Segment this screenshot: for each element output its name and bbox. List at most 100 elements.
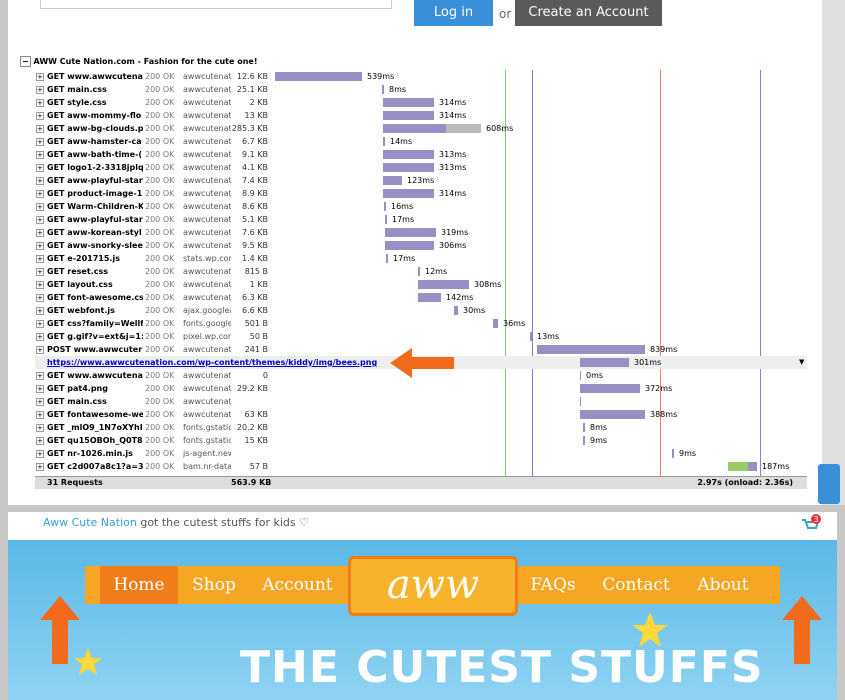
status: 200 OK <box>145 150 175 159</box>
login-button[interactable]: Log in <box>414 0 493 26</box>
request-row[interactable]: + GET aww-playful-star 200 OK awwcutenati 7.… <box>35 174 807 187</box>
request-row[interactable]: + GET www.awwcutenati 200 OK awwcutenati 0 0m… <box>35 369 807 382</box>
input[interactable] <box>40 0 392 9</box>
request-row[interactable]: + GET layout.css 200 OK awwcutenati 1 KB 308m… <box>35 278 807 291</box>
headline: THE CUTEST STUFFS <box>240 642 764 693</box>
duration: 12ms <box>425 267 448 276</box>
request-name: GET aww-bath-time-( <box>47 150 143 159</box>
bar <box>383 98 434 107</box>
bar <box>580 358 629 367</box>
bar <box>382 85 384 94</box>
status: 200 OK <box>145 345 175 354</box>
expand: + <box>36 372 44 380</box>
request-row[interactable]: + GET g.gif?v=ext&j=1: 200 OK pixel.wp.com 5… <box>35 330 807 343</box>
duration: 30ms <box>463 306 486 315</box>
request-row[interactable]: + GET font-awesome.cs 200 OK awwcutenati 6.3… <box>35 291 807 304</box>
request-row[interactable]: + GET css?family=Wellf 200 OK fonts.google 5… <box>35 317 807 330</box>
duration: 123ms <box>407 176 435 185</box>
request-row[interactable]: + GET aww-korean-styl 200 OK awwcutenati 7.6… <box>35 226 807 239</box>
request-row[interactable]: + GET logo1-2-3318jplq 200 OK awwcutenati 4.… <box>35 161 807 174</box>
expand: + <box>36 164 44 172</box>
side-button[interactable] <box>818 464 840 504</box>
size: 15 KB <box>244 436 268 445</box>
status: 200 OK <box>145 462 175 471</box>
domain: awwcutenati <box>183 202 231 211</box>
request-row[interactable]: + GET fontawesome-we 200 OK awwcutenati 63 K… <box>35 408 807 421</box>
request-row[interactable]: + GET webfont.js 200 OK ajax.googlea 6.6 KB 3… <box>35 304 807 317</box>
bar-wait <box>446 124 481 133</box>
create-account-button[interactable]: Create an Account <box>515 0 662 26</box>
request-row[interactable]: + GET aww-playful-star 200 OK awwcutenati 5.… <box>35 213 807 226</box>
request-row[interactable]: + GET main.css 200 OK awwcutenati <box>35 395 807 408</box>
bar <box>530 332 532 341</box>
duration: 14ms <box>390 137 413 146</box>
duration: 9ms <box>590 436 608 445</box>
request-row[interactable]: + GET aww-hamster-ca 200 OK awwcutenati 6.7 … <box>35 135 807 148</box>
request-name: GET webfont.js <box>47 306 115 315</box>
status: 200 OK <box>145 111 175 120</box>
request-name: GET pat4.png <box>47 384 108 393</box>
request-row[interactable]: + GET www.awwcutenati 200 OK awwcutenati 12.… <box>35 70 807 83</box>
bar <box>383 111 434 120</box>
size: 2 KB <box>249 98 268 107</box>
expand: + <box>36 255 44 263</box>
nav-item[interactable]: Contact <box>590 566 682 604</box>
size: 815 B <box>244 267 268 276</box>
size: 9.5 KB <box>242 241 268 250</box>
size: 1 KB <box>249 280 268 289</box>
nav-item[interactable]: FAQs <box>518 566 588 604</box>
domain: js-agent.new <box>183 449 231 458</box>
expand: + <box>36 268 44 276</box>
bar <box>386 254 388 263</box>
request-row[interactable]: + GET qu15OBOh_Q0T8 200 OK fonts.gstatic 15 … <box>35 434 807 447</box>
bar <box>383 150 434 159</box>
cart-icon[interactable]: 3 <box>800 514 824 532</box>
nav-item[interactable]: Account <box>250 566 345 604</box>
request-row[interactable]: + GET pat4.png 200 OK awwcutenati 29.2 KB 372… <box>35 382 807 395</box>
status: 200 OK <box>145 215 175 224</box>
request-row[interactable]: + POST www.awwcuter 200 OK awwcutenati 241 B… <box>35 343 807 356</box>
expand: + <box>36 229 44 237</box>
request-row[interactable]: + GET aww-bg-clouds.p 200 OK awwcutenati 285… <box>35 122 807 135</box>
request-row[interactable]: + GET c2d007a8c1?a=3 200 OK bam.nr-data 57 B… <box>35 460 807 473</box>
duration: 314ms <box>439 98 467 107</box>
request-name: GET reset.css <box>47 267 108 276</box>
status: 200 OK <box>145 163 175 172</box>
size: 9.1 KB <box>242 150 268 159</box>
status: 200 OK <box>145 267 175 276</box>
nav-item[interactable]: Shop <box>180 566 248 604</box>
request-row[interactable]: + GET style.css 200 OK awwcutenati 2 KB 314ms <box>35 96 807 109</box>
logo[interactable]: aww <box>348 556 518 616</box>
request-row[interactable]: + GET Warm-Children-K 200 OK awwcutenati 8.6… <box>35 200 807 213</box>
request-row[interactable]: + GET reset.css 200 OK awwcutenati 815 B 12ms <box>35 265 807 278</box>
or-text: or <box>499 7 512 21</box>
request-row[interactable]: + GET product-image-1 200 OK awwcutenati 8.9… <box>35 187 807 200</box>
request-row[interactable]: + GET nr-1026.min.js 200 OK js-agent.new 9ms <box>35 447 807 460</box>
size: 12.6 KB <box>236 72 268 81</box>
nav-item[interactable]: Home <box>100 566 178 604</box>
size: 25.1 KB <box>236 85 268 94</box>
request-row[interactable]: + GET _mlO9_1N7oXYhI 200 OK fonts.gstatic 20… <box>35 421 807 434</box>
domain: awwcutenati <box>183 410 231 419</box>
duration: 313ms <box>439 150 467 159</box>
duration: 36ms <box>503 319 526 328</box>
request-row[interactable]: + GET aww-bath-time-(200 OK awwcutenati 9.1… <box>35 148 807 161</box>
domain: fonts.gstatic <box>183 436 231 445</box>
status: 200 OK <box>145 280 175 289</box>
request-row[interactable]: + GET e-201715.js 200 OK stats.wp.com 1.4 KB… <box>35 252 807 265</box>
domain: awwcutenati <box>183 150 231 159</box>
expand: + <box>36 385 44 393</box>
arrow-up <box>40 596 80 664</box>
size: 6.6 KB <box>242 306 268 315</box>
nav-item[interactable]: About <box>684 566 762 604</box>
request-row[interactable]: + GET aww-snorky-slee 200 OK awwcutenati 9.5… <box>35 239 807 252</box>
arrow-left <box>390 348 454 378</box>
request-row[interactable]: + GET aww-mommy-flo 200 OK awwcutenati 13 KB… <box>35 109 807 122</box>
tagline: got the cutest stuffs for kids ♡ <box>140 516 309 529</box>
duration: 8ms <box>389 85 407 94</box>
request-name: GET css?family=Wellf <box>47 319 143 328</box>
duration: 388ms <box>650 410 678 419</box>
request-row[interactable]: + GET main.css 200 OK awwcutenati 25.1 KB 8ms <box>35 83 807 96</box>
brand[interactable]: Aww Cute Nation <box>43 516 137 529</box>
duration: 142ms <box>446 293 474 302</box>
